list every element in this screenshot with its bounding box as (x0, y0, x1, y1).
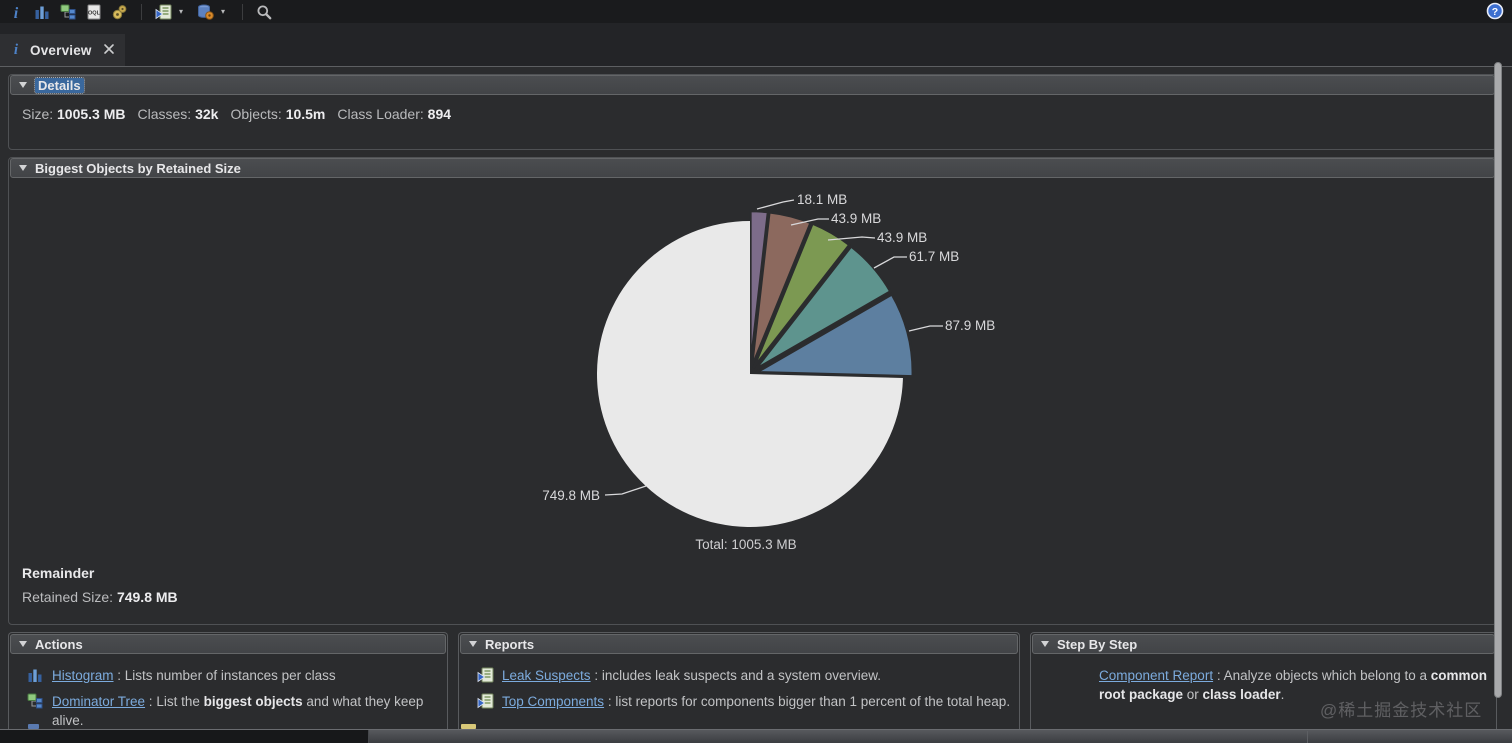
dominator-tree-icon[interactable] (58, 2, 78, 22)
svg-text:i: i (14, 42, 19, 56)
histogram-icon (27, 666, 45, 688)
list-item: Leak Suspects : includes leak suspects a… (477, 666, 1013, 688)
report-icon (477, 666, 495, 688)
status-bar (0, 729, 1512, 743)
biggest-objects-section-header[interactable]: Biggest Objects by Retained Size (10, 158, 1495, 178)
info-icon[interactable]: i (6, 2, 26, 22)
details-section-header[interactable]: Details (10, 75, 1495, 95)
chevron-down-icon[interactable]: ▾ (179, 7, 184, 16)
list-item: Component Report : Analyze objects which… (1099, 668, 1487, 702)
details-section-title: Details (34, 76, 85, 94)
biggest-objects-section (8, 157, 1497, 625)
gears-icon[interactable] (110, 2, 130, 22)
svg-text:i: i (14, 5, 19, 20)
chevron-down-icon[interactable]: ▾ (221, 7, 226, 16)
search-icon[interactable] (254, 2, 274, 22)
toolbar-separator (242, 3, 243, 20)
main-toolbar: i OQL ▾ ▾ ? (0, 0, 1512, 23)
leak-suspects-link[interactable]: Leak Suspects (502, 668, 591, 683)
top-components-link[interactable]: Top Components (502, 694, 605, 709)
list-item: Dominator Tree : List the biggest object… (27, 692, 441, 729)
tab-label: Overview (30, 43, 92, 58)
collapse-triangle-icon[interactable] (19, 82, 27, 88)
actions-section-title: Actions (35, 636, 83, 652)
reports-section-title: Reports (485, 636, 535, 652)
collapse-triangle-icon[interactable] (1041, 641, 1049, 647)
list-item: Top Components : list reports for compon… (477, 692, 1013, 714)
watermark: @稀土掘金技术社区 (1320, 701, 1483, 720)
report-icon (477, 692, 495, 714)
actions-section: Actions Histogram : Lists number of inst… (8, 632, 448, 729)
remainder-title: Remainder (22, 565, 95, 581)
dominator-tree-link[interactable]: Dominator Tree (52, 694, 146, 709)
vertical-scrollbar[interactable] (1494, 62, 1502, 698)
remainder-retained-size: Retained Size: 749.8 MB (22, 589, 178, 605)
histogram-link[interactable]: Histogram (52, 668, 114, 683)
tab-strip: i Overview (0, 23, 1512, 67)
heap-dump-icon[interactable] (195, 2, 215, 22)
stat-item: Classes: 32k (137, 106, 219, 122)
component-report-link[interactable]: Component Report (1099, 668, 1214, 683)
stat-item: Objects: 10.5m (230, 106, 326, 122)
close-icon[interactable] (103, 43, 115, 58)
clipped-action-icon (28, 724, 39, 729)
oql-icon[interactable]: OQL (84, 2, 104, 22)
step-by-step-section: Step By Step Component Report : Analyze … (1030, 632, 1497, 729)
svg-text:?: ? (1492, 6, 1498, 18)
tab-overview[interactable]: i Overview (0, 34, 125, 67)
heap-details-stats: Size: 1005.3 MB Classes: 32k Objects: 10.5… (22, 106, 463, 122)
collapse-triangle-icon[interactable] (469, 641, 477, 647)
biggest-objects-section-title: Biggest Objects by Retained Size (35, 160, 241, 176)
actions-section-header[interactable]: Actions (10, 634, 446, 654)
status-bar-left-segment (0, 730, 369, 743)
collapse-triangle-icon[interactable] (19, 641, 27, 647)
stat-item: Class Loader: 894 (337, 106, 452, 122)
query-browser-icon[interactable] (153, 2, 173, 22)
toolbar-separator (141, 3, 142, 20)
info-icon: i (10, 41, 23, 61)
collapse-triangle-icon[interactable] (19, 165, 27, 171)
svg-text:OQL: OQL (88, 10, 101, 16)
clipped-report-icon (461, 724, 476, 729)
stat-item: Size: 1005.3 MB (22, 106, 126, 122)
step-by-step-section-header[interactable]: Step By Step (1032, 634, 1495, 654)
status-bar-divider (1307, 731, 1308, 743)
step-by-step-section-title: Step By Step (1057, 636, 1138, 652)
remainder-info: Remainder Retained Size: 749.8 MB (22, 561, 178, 609)
reports-section-header[interactable]: Reports (460, 634, 1018, 654)
help-icon[interactable]: ? (1486, 2, 1504, 20)
reports-section: Reports Leak Suspects : includes leak su… (458, 632, 1020, 729)
list-item: Histogram : Lists number of instances pe… (27, 666, 441, 688)
dominator-tree-icon (27, 692, 45, 729)
editor-top-border (0, 66, 1512, 67)
histogram-icon[interactable] (32, 2, 52, 22)
